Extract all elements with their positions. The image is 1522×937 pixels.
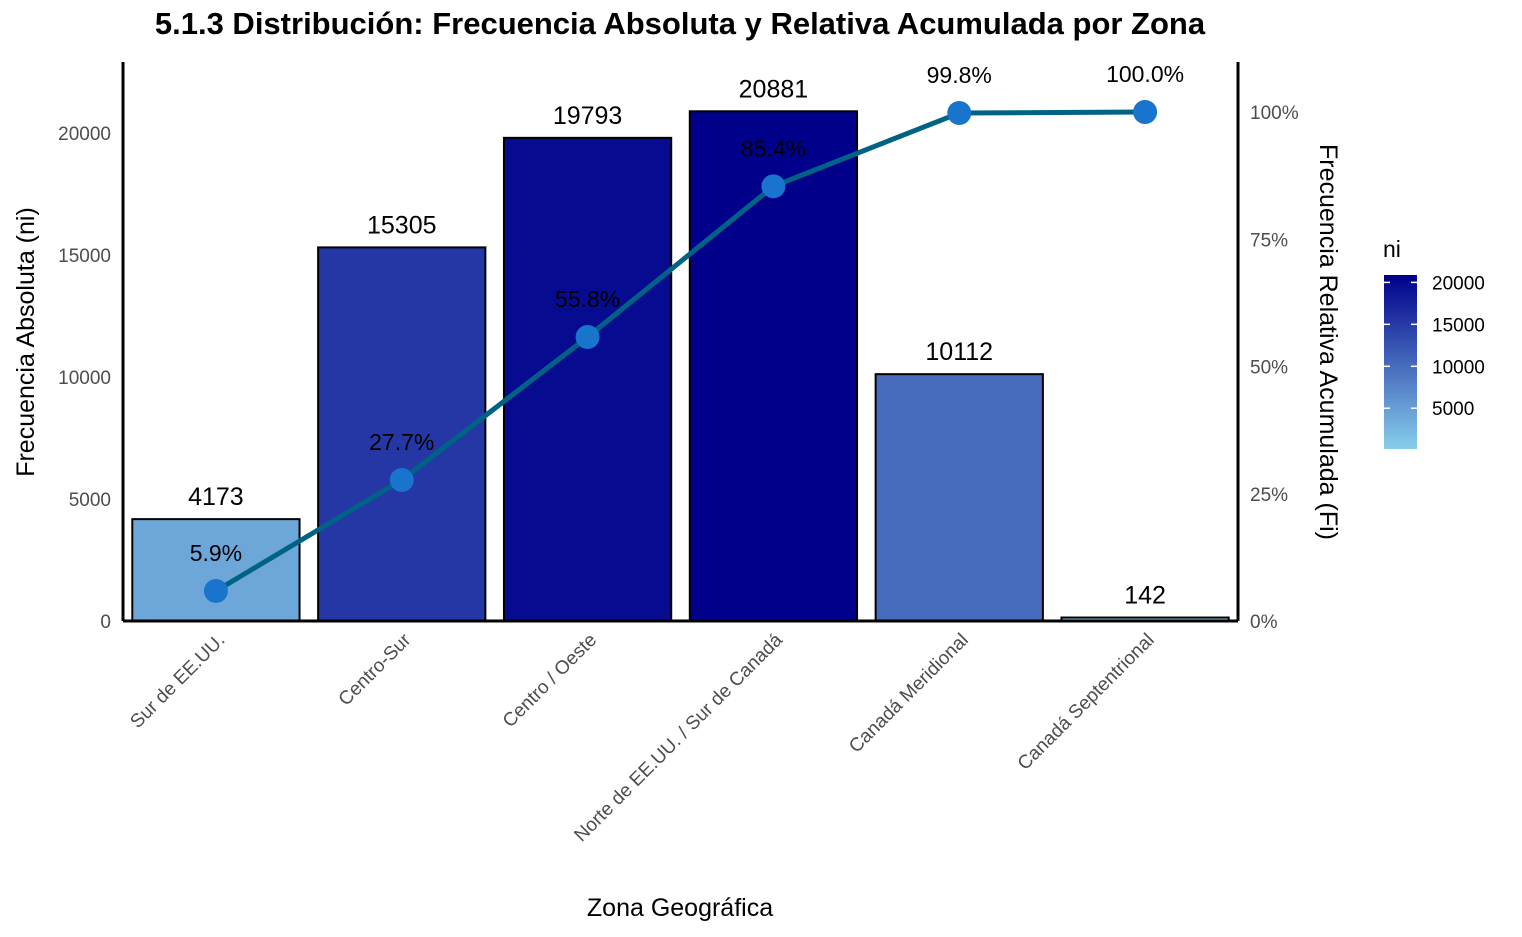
cumulative-point	[575, 324, 600, 349]
y2-axis-title: Frecuencia Relativa Acumulada (Fi)	[1314, 144, 1342, 540]
x-tick-label: Canadá Septentrional	[1014, 630, 1159, 775]
bars-layer	[131, 110, 1230, 623]
cumulative-point	[389, 468, 414, 493]
cumulative-pct-label: 55.8%	[555, 286, 620, 312]
cumulative-pct-label: 5.9%	[190, 540, 242, 566]
cumulative-line-layer	[203, 100, 1158, 603]
bar	[131, 518, 301, 623]
chart-title: 5.1.3 Distribución: Frecuencia Absoluta …	[154, 6, 1206, 41]
y2-tick-label: 0%	[1250, 612, 1278, 633]
legend-tick-label: 15000	[1432, 315, 1485, 336]
y2-tick-label: 100%	[1250, 103, 1299, 124]
cumulative-point	[947, 101, 972, 126]
legend-tick-label: 5000	[1432, 399, 1474, 420]
cumulative-pct-label: 99.8%	[927, 62, 992, 88]
x-tick-label: Canadá Meridional	[845, 630, 973, 758]
cumulative-line	[214, 109, 1146, 594]
y2-tick-label: 75%	[1250, 230, 1288, 251]
x-axis-title: Zona Geográfica	[587, 894, 773, 922]
cumulative-point	[203, 578, 228, 603]
bar-labels-layer: 4173 15305 19793 20881 10112 142	[188, 75, 1166, 609]
cumulative-pct-label: 85.4%	[741, 135, 806, 161]
bar-value-label: 15305	[367, 211, 437, 239]
bar-value-label: 142	[1124, 582, 1166, 610]
y-tick-label: 10000	[58, 368, 111, 389]
legend-title: ni	[1383, 236, 1401, 262]
y-tick-label: 5000	[69, 490, 111, 511]
cumulative-point	[761, 174, 786, 199]
legend-tick-label: 10000	[1432, 357, 1485, 378]
y2-tick-label: 50%	[1250, 358, 1288, 379]
cumulative-pct-label: 100.0%	[1106, 61, 1184, 87]
cumulative-point	[1133, 100, 1158, 124]
y-tick-label: 0	[100, 612, 111, 633]
x-tick-label: Norte de EE.UU. / Sur de Canadá	[570, 629, 787, 846]
bar-value-label: 19793	[553, 102, 623, 130]
bar-value-label: 4173	[188, 483, 244, 511]
legend-ticks: 5000 10000 15000 20000	[1384, 273, 1485, 420]
cumulative-pct-label: 27.7%	[369, 429, 434, 455]
x-axis-ticks: Sur de EE.UU. Centro-Sur Centro / OesteNor…	[126, 629, 1158, 846]
y-tick-label: 20000	[58, 124, 111, 145]
bar	[874, 373, 1044, 622]
y-axis-ticks: 0 5000 10000 15000 20000	[58, 124, 111, 633]
y-axis-title: Frecuencia Absoluta (ni)	[12, 207, 40, 477]
x-tick-label: Centro / Oeste	[499, 630, 601, 732]
axes-layer	[121, 62, 1240, 623]
x-tick-label: Sur de EE.UU.	[126, 630, 229, 733]
legend-colorbar	[1384, 275, 1417, 449]
color-legend: ni 5000 10000 15000 20000	[1383, 236, 1485, 449]
y2-tick-label: 25%	[1250, 485, 1288, 506]
y2-axis-ticks: 0% 25% 50% 75% 100%	[1250, 103, 1299, 633]
x-tick-label: Centro-Sur	[335, 629, 416, 710]
bar-value-label: 20881	[739, 75, 809, 103]
legend-tick-label: 20000	[1432, 273, 1485, 294]
y-tick-label: 15000	[58, 246, 111, 267]
bar-value-label: 10112	[925, 338, 993, 366]
cumulative-labels-layer: 5.9% 27.7% 55.8% 85.4% 99.8% 100.0%	[190, 61, 1184, 566]
